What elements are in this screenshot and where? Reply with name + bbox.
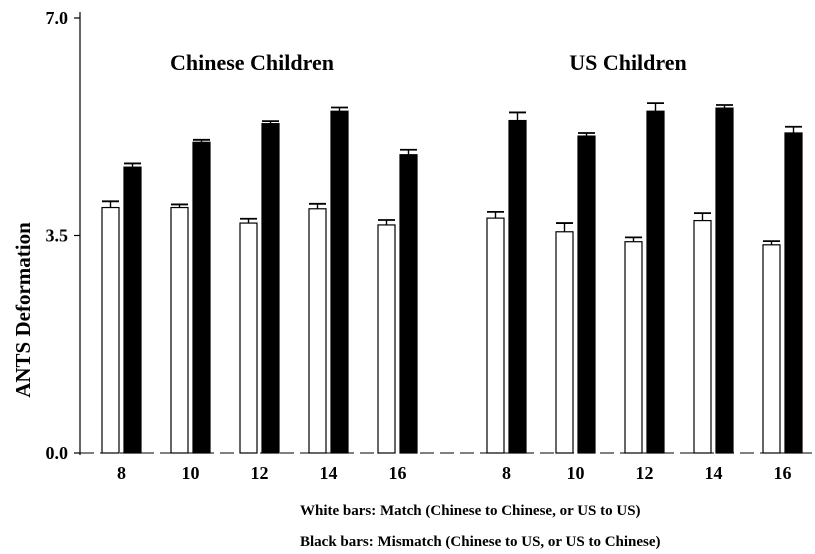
y-tick-label-2: 7.0 — [46, 8, 69, 28]
bar-g0-s1-c2 — [261, 123, 280, 454]
bar-g0-s0-c2 — [239, 222, 258, 454]
x-tick-label-g0-c3: 14 — [320, 463, 338, 483]
y-tick-label-1: 3.5 — [46, 226, 69, 246]
group-title-1: US Children — [569, 50, 687, 75]
x-tick-label-g0-c2: 12 — [251, 463, 269, 483]
bar-g0-s0-c0 — [101, 206, 120, 454]
bar-g1-s0-c2 — [624, 241, 643, 454]
group-title-0: Chinese Children — [170, 50, 334, 75]
x-tick-label-g0-c0: 8 — [117, 463, 126, 483]
x-tick-label-g0-c4: 16 — [389, 463, 407, 483]
annotation-black-bars: Black bars: Mismatch (Chinese to US, or … — [300, 534, 661, 550]
bar-g1-s0-c4 — [762, 244, 781, 454]
bar-g1-s1-c2 — [646, 110, 665, 454]
bar-g0-s1-c3 — [330, 110, 349, 454]
bar-g0-s0-c4 — [377, 224, 396, 454]
y-axis-label: ANTS Deformation — [11, 222, 35, 398]
x-tick-label-g0-c1: 10 — [182, 463, 200, 483]
bar-g0-s0-c1 — [170, 206, 189, 454]
bar-g1-s1-c0 — [508, 119, 527, 454]
x-tick-label-g1-c3: 14 — [705, 463, 723, 483]
bar-g0-s1-c1 — [192, 141, 211, 454]
annotation-white-bars: White bars: Match (Chinese to Chinese, o… — [300, 503, 641, 519]
x-tick-label-g1-c4: 16 — [774, 463, 792, 483]
bar-g1-s1-c3 — [715, 107, 734, 454]
x-tick-label-g1-c1: 10 — [567, 463, 585, 483]
x-tick-label-g1-c0: 8 — [502, 463, 511, 483]
bar-g1-s0-c3 — [693, 219, 712, 454]
bar-g0-s1-c0 — [123, 166, 142, 454]
bar-g1-s1-c1 — [577, 135, 596, 454]
bar-g1-s0-c0 — [486, 217, 505, 454]
y-tick-label-0: 0.0 — [46, 443, 69, 463]
bar-g0-s1-c4 — [399, 154, 418, 454]
bar-g1-s0-c1 — [555, 231, 574, 454]
bar-g0-s0-c3 — [308, 208, 327, 454]
bar-g1-s1-c4 — [784, 132, 803, 454]
x-tick-label-g1-c2: 12 — [636, 463, 654, 483]
